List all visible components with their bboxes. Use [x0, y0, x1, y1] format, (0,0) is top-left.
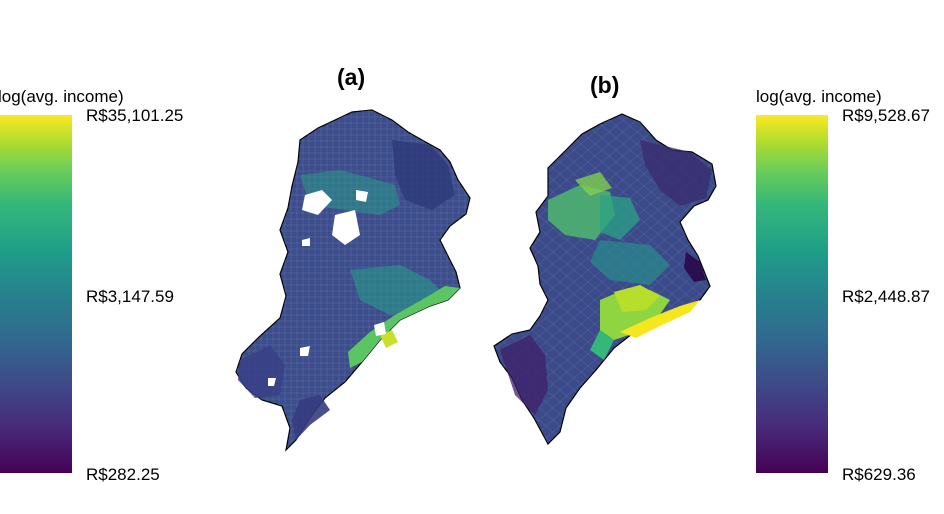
legend-a-min-label: R$282.25 — [86, 465, 160, 484]
legend-b-mid-label: R$2,448.87 — [842, 287, 930, 306]
legend-a-colorbar — [0, 115, 72, 473]
legend-a-title: log(avg. income) — [0, 87, 124, 106]
legend-a-max-label: R$35,101.25 — [86, 106, 184, 125]
panel-a-title: (a) — [337, 64, 366, 90]
map-b — [493, 113, 717, 445]
legend-b-colorbar — [756, 115, 828, 473]
legend-a-mid-label: R$3,147.59 — [86, 287, 174, 306]
panel-b-title: (b) — [590, 72, 620, 98]
legend-b-max-label: R$9,528.67 — [842, 106, 930, 125]
legend-b-min-label: R$629.36 — [842, 465, 916, 484]
map-a — [235, 109, 471, 452]
legend-b-title: log(avg. income) — [756, 87, 882, 106]
